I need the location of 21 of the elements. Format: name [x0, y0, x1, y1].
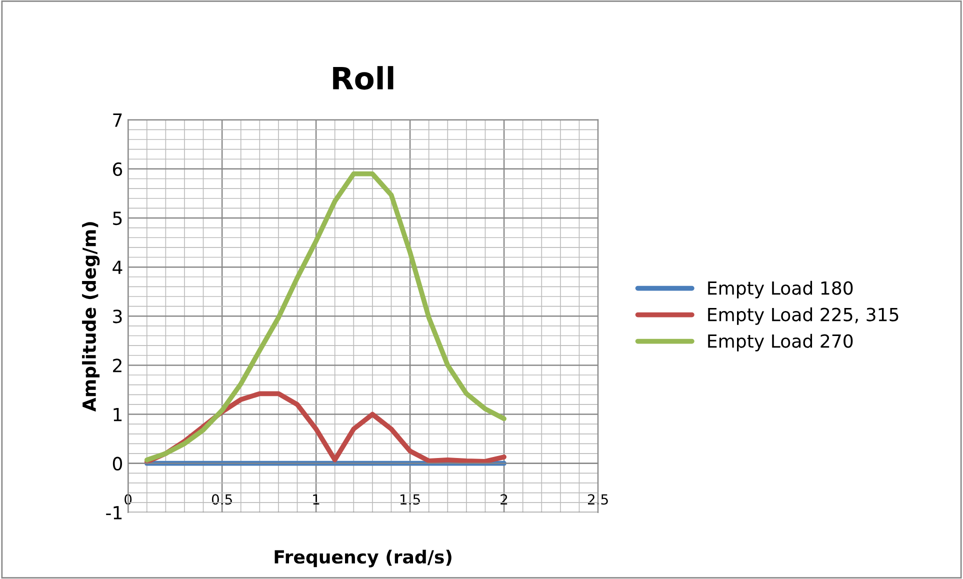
legend-label: Empty Load 225, 315 — [708, 307, 898, 325]
y-tick-label: 7 — [113, 114, 122, 127]
x-axis-title: Frequency (rad/s) — [274, 550, 452, 568]
y-tick-label: 6 — [112, 162, 122, 176]
y-tick-label: 5 — [113, 212, 122, 226]
x-tick-label: 2 — [500, 494, 508, 504]
y-tick-label: 1 — [114, 408, 122, 422]
legend-label: Empty Load 270 — [708, 334, 853, 352]
x-tick-label: 2.5 — [588, 494, 608, 505]
x-tick-label: 1 — [313, 494, 320, 504]
x-tick-label: 1.5 — [400, 494, 420, 505]
y-tick-label: 4 — [112, 260, 122, 274]
y-tick-label: 3 — [113, 310, 122, 324]
legend-label: Empty Load 180 — [708, 280, 853, 298]
y-axis-title: Amplitude (deg/m) — [82, 222, 100, 412]
x-tick-label: 0.5 — [212, 494, 232, 505]
y-tick-label: 2 — [113, 358, 122, 372]
y-tick-label: -1 — [106, 506, 122, 520]
line-series — [144, 171, 506, 462]
y-tick-label: 0 — [112, 456, 122, 470]
chart-title: Roll — [333, 66, 394, 90]
